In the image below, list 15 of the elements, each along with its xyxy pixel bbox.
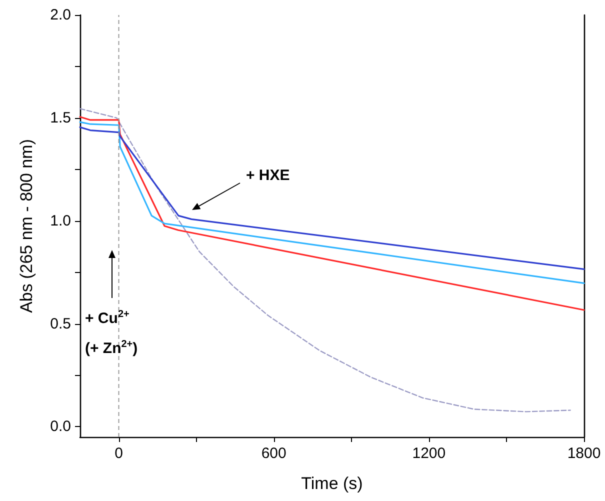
- x-tick-label: 1800: [567, 445, 601, 462]
- y-tick-label: 1.0: [50, 212, 71, 230]
- line-series: [79, 108, 571, 412]
- y-tick-label: 0.5: [50, 315, 71, 332]
- text: + Cu$^{2+}$ (+ Zn$^{2+}$): [85, 309, 138, 357]
- line-series: [79, 116, 585, 311]
- y-axis-title: Abs (265 nm - 800 nm): [17, 139, 36, 313]
- y-tick-label: 2.0: [50, 6, 71, 24]
- x-axis-title: Time (s): [301, 474, 363, 493]
- y-tick-label: 0.0: [50, 418, 71, 436]
- y-tick-label: 1.5: [50, 109, 71, 126]
- x-tick-label: 0: [114, 445, 123, 462]
- x-tick-label: 600: [261, 445, 286, 462]
- x-tick-label: 1200: [412, 445, 446, 462]
- annotation: + HXE: [246, 166, 290, 186]
